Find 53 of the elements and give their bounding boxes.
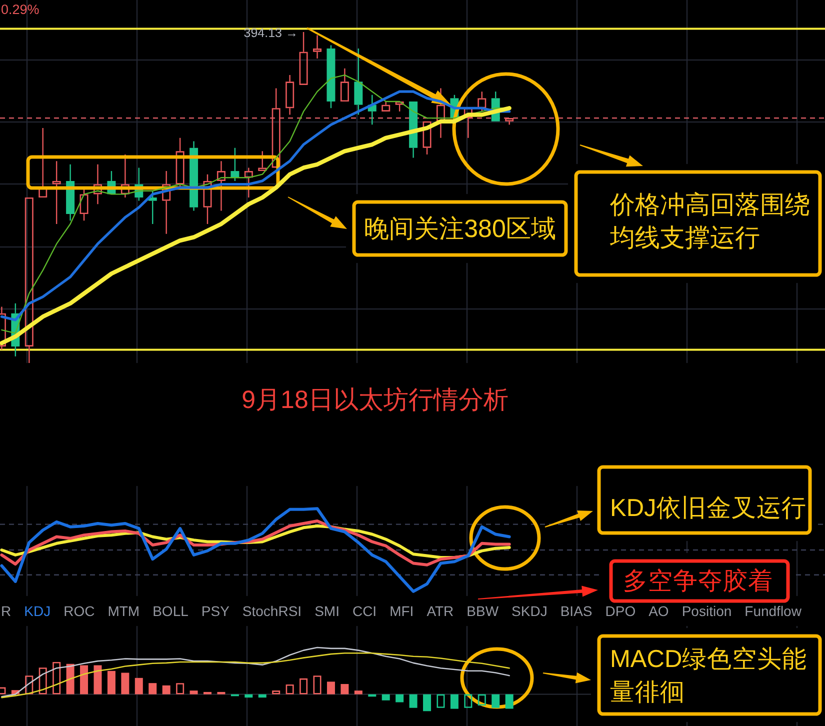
candlestick [230,147,240,182]
candlestick [354,48,363,116]
bar [244,694,253,698]
bar [326,682,335,694]
annotation: 晚间关注380区域 [364,215,556,243]
bar [162,685,170,694]
bar [450,694,458,709]
text: MACD绿色空头能量徘徊 [610,645,808,706]
category-label: AO [648,603,669,619]
category-label: StochRSI [242,603,302,619]
text: 多空争夺胶着 [623,567,773,595]
bar [94,665,102,694]
bar [107,670,116,694]
bar [121,672,130,694]
category-label: PSY [201,603,230,619]
category-label: BOLL [152,603,189,619]
category-label: BBW [466,603,500,619]
candlestick [148,190,157,225]
candlestick [326,44,336,109]
bar [66,664,74,694]
category-label: KDJ [24,603,51,619]
bar [505,694,514,709]
text: KDJ依旧金叉运行 [610,495,806,522]
bar [80,665,88,694]
bar [382,694,390,700]
bar [134,678,143,694]
bar [217,692,226,694]
text: 0.29% [1,2,40,17]
category-label: BIAS [560,603,592,619]
bar [492,694,500,708]
bar [396,694,404,702]
bar [258,694,266,698]
text: 9月18日以太坊行情分析 [242,386,508,414]
category-label: Position [682,603,732,619]
bar [190,690,198,694]
category-label: MTM [108,603,140,619]
category-label: SMI [314,603,340,619]
category-label: CCI [352,603,377,619]
category-label: ROC [64,603,95,619]
category-label: ATR [426,603,454,619]
category-label: DPO [605,603,636,619]
bar [148,683,157,694]
category-label: SKDJ [512,603,548,619]
bar [204,692,212,694]
bar [340,684,349,694]
text: 价格冲高回落围绕均线支撑运行 [609,191,810,252]
annotation: 394.13 → [244,26,298,40]
bar [423,694,432,712]
bar [354,690,362,694]
category-label: MFI [390,603,414,619]
category-label: R [1,603,12,619]
category-label: Fundflow [744,603,802,619]
bar [409,694,418,708]
